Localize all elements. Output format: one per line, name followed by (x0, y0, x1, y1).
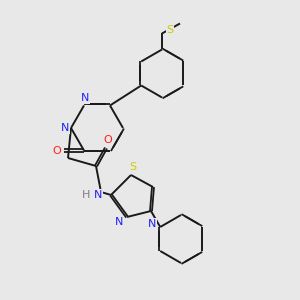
Text: N: N (115, 217, 123, 227)
Text: H: H (82, 190, 90, 200)
Text: N: N (61, 123, 69, 133)
Text: N: N (81, 94, 89, 103)
Text: N: N (148, 219, 156, 229)
Text: O: O (103, 135, 112, 145)
Text: S: S (167, 26, 174, 35)
Text: O: O (52, 146, 62, 155)
Text: N: N (94, 190, 102, 200)
Text: S: S (129, 162, 137, 172)
